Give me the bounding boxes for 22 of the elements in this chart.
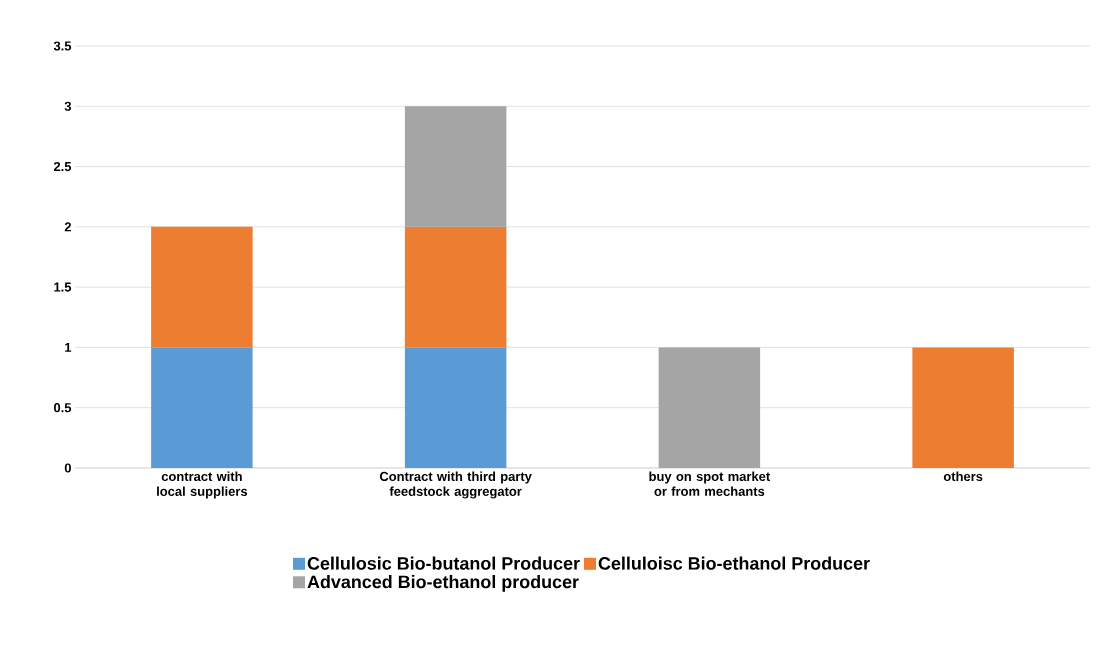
y-tick-label: 2 <box>64 222 71 232</box>
bar <box>404 106 507 227</box>
y-tick-label: 1.5 <box>54 282 72 292</box>
legend-label: Celluloisc Bio-ethanol Producer <box>598 556 870 570</box>
bar <box>151 226 253 348</box>
legend-label: Advanced Bio-ethanol producer <box>307 575 579 592</box>
x-tick-label: contract with local suppliers <box>157 471 248 499</box>
y-tick-label: 0 <box>64 463 71 473</box>
legend-label: Cellulosic Bio-butanol Producer <box>307 556 580 570</box>
bar <box>404 347 507 468</box>
bar <box>658 347 761 468</box>
y-tick-label: 3.5 <box>53 41 72 51</box>
bar <box>151 347 253 468</box>
bar <box>912 347 1014 468</box>
x-tick-label: buy on spot market or from mechants <box>649 471 771 496</box>
y-tick-label: 0.5 <box>54 403 72 413</box>
y-tick-label: 2.5 <box>53 161 72 172</box>
bar <box>404 226 507 348</box>
y-tick-label: 1 <box>65 342 72 352</box>
y-tick-label: 3 <box>64 101 72 111</box>
x-tick-label: others <box>943 471 983 482</box>
x-tick-label: Contract with third party feedstock aggregator <box>379 471 532 499</box>
